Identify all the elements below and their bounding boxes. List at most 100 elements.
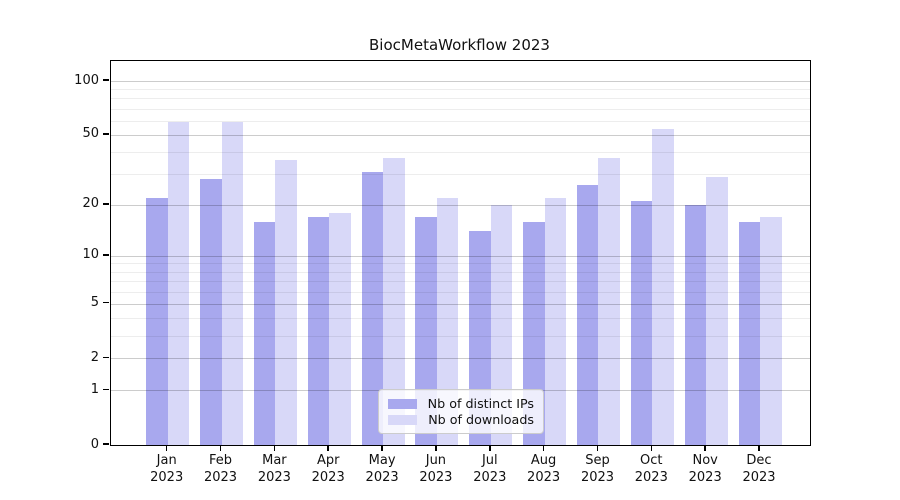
- plot-area: [110, 60, 811, 446]
- y-tick-mark: [103, 356, 109, 359]
- y-tick-mark: [103, 388, 109, 391]
- y-tick-label: 5: [90, 295, 99, 311]
- y-tick-mark: [103, 301, 109, 304]
- minor-gridline: [111, 98, 810, 100]
- month-label: Oct: [640, 453, 663, 468]
- month-label: Nov: [692, 453, 718, 468]
- x-tick-mark: [381, 446, 383, 451]
- minor-gridline: [111, 281, 810, 282]
- x-tick-label-apr: Apr 2023: [298, 452, 358, 486]
- bar-downloads-oct: [652, 128, 674, 445]
- legend-item-distinct-ips: Nb of distinct IPs: [386, 396, 534, 411]
- bar-ips-apr: [307, 217, 330, 445]
- minor-gridline: [111, 271, 810, 273]
- year-label: 2023: [742, 470, 776, 485]
- year-label: 2023: [150, 470, 184, 485]
- minor-gridline: [111, 120, 810, 122]
- bar-downloads-feb: [221, 122, 244, 445]
- month-label: Jul: [481, 453, 498, 468]
- y-tick-label: 20: [82, 196, 99, 212]
- x-tick-label-mar: Mar 2023: [244, 452, 304, 486]
- year-label: 2023: [473, 470, 507, 485]
- month-label: Jun: [425, 453, 447, 468]
- month-label: Dec: [746, 453, 772, 468]
- y-tick-mark: [103, 254, 109, 256]
- bar-downloads-jun: [436, 197, 459, 445]
- x-tick-mark: [596, 446, 599, 451]
- y-tick-mark: [103, 79, 109, 81]
- month-label: Sep: [585, 453, 610, 468]
- y-tick-label: 100: [74, 72, 99, 88]
- bar-ips-oct: [630, 201, 653, 445]
- legend-label: Nb of distinct IPs: [427, 396, 534, 411]
- bar-ips-mar: [253, 221, 276, 445]
- month-label: May: [368, 453, 396, 468]
- minor-gridline: [111, 152, 810, 154]
- major-gridline: [111, 204, 810, 206]
- x-tick-mark: [758, 446, 760, 451]
- y-tick-mark: [103, 203, 109, 205]
- x-tick-label-aug: Aug 2023: [514, 452, 574, 486]
- bar-downloads-aug: [544, 197, 567, 445]
- bar-downloads-jan: [167, 122, 190, 445]
- minor-gridline: [111, 108, 810, 110]
- bar-ips-dec: [738, 221, 760, 445]
- year-label: 2023: [580, 470, 615, 485]
- legend-swatch: [388, 414, 418, 425]
- x-tick-mark: [219, 446, 222, 451]
- year-label: 2023: [634, 470, 668, 485]
- y-tick-label: 50: [82, 126, 99, 142]
- major-gridline: [111, 134, 810, 136]
- month-label: Aug: [530, 453, 557, 468]
- major-gridline: [111, 303, 810, 305]
- x-tick-mark: [165, 446, 168, 451]
- legend-label: Nb of downloads: [428, 412, 534, 427]
- x-tick-mark: [273, 446, 276, 451]
- year-label: 2023: [688, 470, 722, 485]
- minor-gridline: [111, 318, 810, 320]
- minor-gridline: [111, 89, 810, 91]
- year-label: 2023: [257, 470, 291, 485]
- x-tick-label-jul: Jul 2023: [460, 452, 520, 486]
- minor-gridline: [111, 263, 810, 265]
- month-label: Mar: [262, 453, 287, 468]
- month-label: Apr: [316, 453, 340, 468]
- legend-item-downloads: Nb of downloads: [386, 412, 534, 427]
- x-tick-label-oct: Oct 2023: [621, 452, 681, 486]
- bar-ips-may: [361, 171, 384, 445]
- major-gridline: [111, 255, 810, 257]
- major-gridline: [111, 81, 810, 82]
- y-tick-label: 10: [82, 247, 99, 263]
- x-tick-mark: [650, 446, 653, 451]
- minor-gridline: [111, 335, 810, 337]
- minor-gridline: [111, 291, 810, 293]
- year-label: 2023: [527, 470, 561, 485]
- x-tick-label-jan: Jan 2023: [137, 452, 197, 486]
- bar-downloads-dec: [760, 217, 782, 445]
- year-label: 2023: [203, 470, 238, 485]
- bar-ips-feb: [200, 179, 222, 445]
- y-tick-label: 2: [90, 349, 99, 365]
- bar-downloads-may: [383, 158, 405, 445]
- x-tick-label-sep: Sep 2023: [568, 452, 628, 486]
- x-tick-mark: [489, 446, 491, 451]
- y-tick-mark: [103, 133, 109, 135]
- x-tick-label-jun: Jun 2023: [406, 452, 466, 486]
- x-tick-label-feb: Feb 2023: [191, 452, 251, 486]
- bar-ips-sep: [576, 185, 599, 445]
- bar-ips-nov: [684, 204, 707, 445]
- bar-downloads-jul: [490, 204, 513, 445]
- month-label: Jan: [156, 453, 177, 468]
- bar-ips-jun: [415, 217, 437, 445]
- y-tick-label: 1: [90, 381, 99, 397]
- x-tick-mark: [435, 446, 437, 451]
- y-tick-label: 0: [90, 436, 99, 452]
- minor-gridline: [111, 174, 810, 176]
- legend: Nb of distinct IPs Nb of downloads: [378, 389, 544, 434]
- bar-ips-jan: [146, 197, 168, 445]
- year-label: 2023: [311, 470, 345, 485]
- bar-downloads-mar: [275, 160, 297, 445]
- y-tick-mark: [103, 443, 109, 445]
- major-gridline: [111, 358, 810, 360]
